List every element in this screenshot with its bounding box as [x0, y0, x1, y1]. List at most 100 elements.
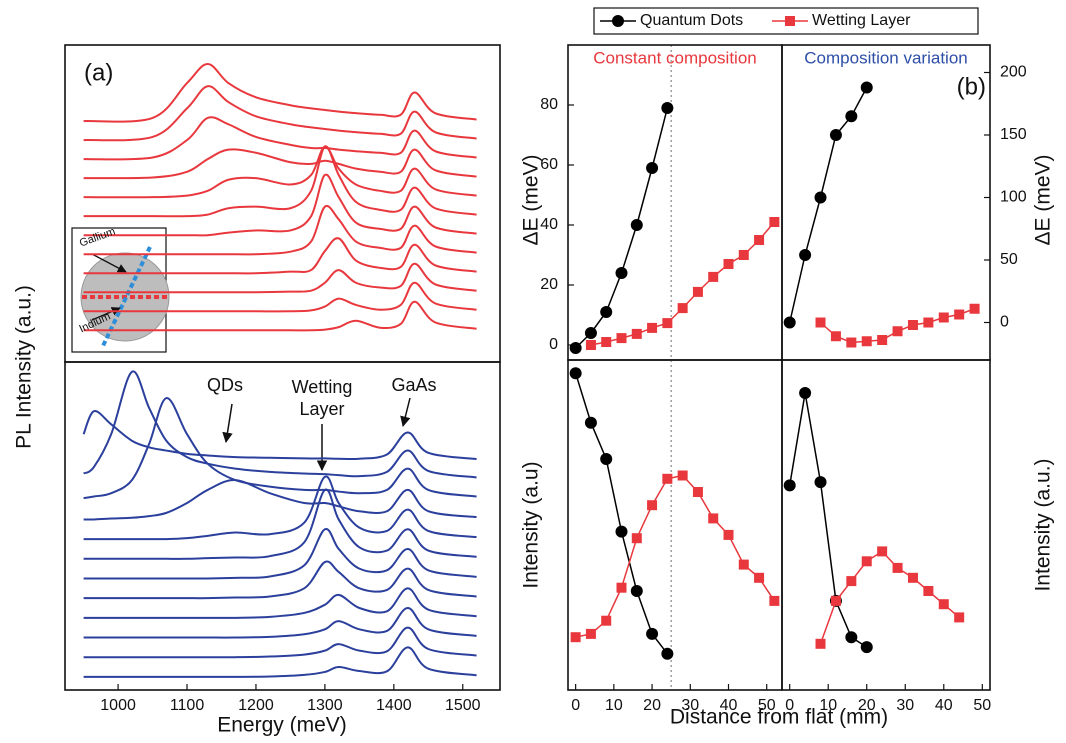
marker [615, 267, 628, 279]
x-tick-label: 10 [605, 697, 623, 714]
x-tick-label: 0 [571, 697, 580, 714]
panel-title: Constant composition [593, 48, 756, 67]
marker [938, 599, 949, 610]
marker [570, 632, 581, 643]
marker [630, 585, 643, 597]
marker [769, 595, 780, 606]
marker [938, 312, 949, 323]
x-tick-label: 40 [935, 697, 953, 714]
plot-frame [567, 359, 783, 691]
marker [815, 317, 826, 328]
marker [845, 110, 858, 123]
marker [860, 641, 873, 654]
x-tick-label: 10 [819, 697, 837, 714]
y-axis-label: ΔE (meV) [520, 154, 543, 245]
x-tick-label: 0 [785, 697, 794, 714]
series-line [83, 145, 477, 199]
series-line [83, 85, 477, 142]
series-line [83, 479, 477, 521]
series-line [83, 145, 477, 218]
marker [754, 572, 765, 583]
marker [616, 582, 627, 593]
legend-marker [785, 16, 795, 26]
marker [907, 572, 918, 583]
marker [569, 367, 582, 380]
x-tick-label: 20 [858, 697, 876, 714]
marker [584, 416, 597, 429]
marker [677, 470, 688, 481]
arrow [222, 403, 233, 444]
y-tick-label: 0 [1000, 314, 1009, 331]
marker [600, 306, 613, 318]
legend-marker [612, 15, 624, 27]
marker [661, 647, 674, 660]
y-axis-label: ΔE (meV) [1032, 154, 1055, 245]
marker [783, 479, 796, 492]
marker [923, 317, 934, 328]
marker [954, 612, 965, 623]
y-tick-label: 50 [1000, 251, 1018, 268]
series-line [83, 300, 477, 332]
marker [601, 615, 612, 626]
marker [830, 595, 841, 606]
marker [815, 638, 826, 649]
series-line [83, 560, 477, 600]
legend-label: Wetting Layer [812, 12, 911, 29]
marker [631, 328, 642, 339]
series-line [83, 370, 477, 479]
series-line [83, 281, 477, 313]
marker [646, 627, 659, 640]
marker [969, 303, 980, 314]
x-tick-label: 20 [643, 697, 661, 714]
marker [708, 513, 719, 524]
series-line [83, 262, 477, 294]
x-tick-label: 50 [973, 697, 991, 714]
y-tick-label: 0 [549, 336, 558, 353]
series-line [83, 646, 477, 678]
series-line [820, 308, 975, 344]
x-axis-label: Distance from flat (mm) [670, 706, 888, 729]
marker [708, 271, 719, 282]
series-line [83, 204, 477, 256]
x-tick-label: 1500 [445, 697, 481, 714]
inset [71, 227, 170, 353]
plot-frame [64, 361, 501, 691]
legend-label: Quantum Dots [640, 12, 743, 29]
marker [631, 533, 642, 544]
series-line [83, 237, 477, 275]
series-line [788, 87, 868, 323]
y-tick-label: 100 [1000, 189, 1027, 206]
annotation: QDs [207, 375, 243, 395]
marker [799, 387, 812, 399]
y-axis-label: Intensity (a.u.) [1032, 458, 1055, 591]
series-line [82, 410, 477, 461]
x-tick-label: 1400 [376, 697, 412, 714]
marker [892, 326, 903, 337]
marker [754, 235, 765, 245]
panel-title: Composition variation [804, 48, 967, 67]
x-tick-label: 30 [896, 697, 914, 714]
marker [723, 529, 734, 540]
marker [661, 102, 674, 114]
marker [845, 631, 858, 644]
marker [615, 525, 628, 538]
marker [616, 333, 627, 344]
series-line [575, 107, 669, 349]
y-axis-label: Intensity (a.u) [520, 461, 543, 588]
marker [907, 320, 918, 330]
marker [923, 586, 934, 596]
series-line [83, 173, 477, 237]
marker [600, 453, 613, 465]
series-line [83, 488, 477, 560]
y-tick-label: 150 [1000, 126, 1027, 143]
marker [829, 129, 842, 141]
panel-label: (a) [84, 59, 113, 86]
y-tick-label: 60 [540, 156, 558, 173]
marker [630, 219, 643, 231]
y-tick-label: 200 [1000, 64, 1027, 81]
series-line [590, 221, 775, 346]
series-line [83, 148, 477, 180]
marker [954, 309, 965, 320]
marker [860, 81, 873, 94]
